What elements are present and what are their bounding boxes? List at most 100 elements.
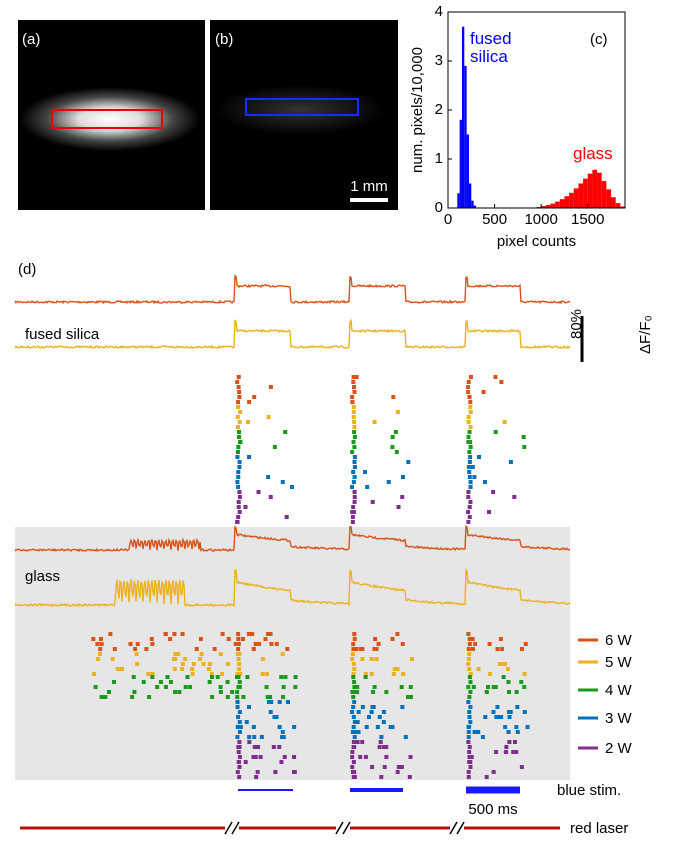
spike: [391, 672, 396, 676]
spike: [500, 647, 505, 651]
spike: [409, 657, 414, 661]
spike: [351, 470, 356, 474]
spike: [356, 710, 361, 714]
hist-bar: [545, 205, 551, 208]
spike: [386, 480, 391, 484]
spike: [396, 765, 401, 769]
spike: [372, 647, 377, 651]
spike: [352, 490, 357, 494]
spike: [468, 680, 473, 684]
spike: [486, 685, 491, 689]
spike: [472, 730, 477, 734]
spike: [470, 465, 475, 469]
spike: [401, 672, 406, 676]
hist-bar: [457, 193, 460, 208]
spike: [468, 705, 473, 709]
spike: [99, 637, 104, 641]
spike: [135, 662, 140, 666]
spike: [215, 675, 220, 679]
spike: [466, 510, 471, 514]
scale-unit: ΔF/F₀: [637, 315, 654, 354]
trace-label: glass: [25, 568, 60, 585]
spike: [272, 445, 277, 449]
spike: [226, 637, 231, 641]
spike: [264, 685, 269, 689]
x-axis-label: pixel counts: [497, 233, 576, 250]
spike: [370, 500, 375, 504]
spike: [251, 755, 256, 759]
spike: [514, 690, 519, 694]
spike: [253, 642, 258, 646]
spike: [473, 642, 478, 646]
spike: [246, 632, 251, 636]
spike: [373, 637, 378, 641]
spike: [149, 637, 154, 641]
spike: [351, 740, 356, 744]
trace: [14, 274, 571, 305]
spike: [403, 735, 408, 739]
spike: [144, 647, 149, 651]
spike: [252, 745, 257, 749]
spike: [269, 700, 274, 704]
spike: [201, 662, 206, 666]
panel-label: (b): [215, 31, 233, 48]
spike: [236, 430, 241, 434]
spike: [150, 672, 155, 676]
spike: [235, 380, 240, 384]
spike: [237, 710, 242, 714]
hist-bar: [606, 189, 612, 208]
spike: [467, 652, 472, 656]
hist-bar: [583, 178, 588, 208]
spike: [363, 675, 368, 679]
spike: [188, 685, 193, 689]
spike: [497, 662, 502, 666]
spike: [269, 642, 274, 646]
spike: [243, 760, 248, 764]
spike: [235, 520, 240, 524]
spike: [384, 745, 389, 749]
spike: [493, 375, 498, 379]
spike: [280, 652, 285, 656]
spike: [351, 415, 356, 419]
spike: [466, 662, 471, 666]
spike: [358, 647, 363, 651]
spike: [237, 460, 242, 464]
spike: [173, 690, 178, 694]
spike: [112, 680, 117, 684]
spike: [523, 642, 528, 646]
spike: [353, 730, 358, 734]
spike: [263, 637, 268, 641]
spike: [146, 672, 151, 676]
spike: [468, 445, 473, 449]
spike: [147, 695, 152, 699]
hist-bar: [550, 203, 556, 208]
spike: [198, 657, 203, 661]
spike: [243, 505, 248, 509]
spike: [469, 755, 474, 759]
spike: [352, 495, 357, 499]
spike: [468, 410, 473, 414]
spike: [351, 662, 356, 666]
spike: [466, 380, 471, 384]
spike: [466, 735, 471, 739]
spike: [230, 690, 235, 694]
glass-background: [15, 527, 570, 780]
spike: [351, 647, 356, 651]
spike: [351, 405, 356, 409]
spike: [487, 642, 492, 646]
spike: [235, 675, 240, 679]
spike: [277, 725, 282, 729]
spike: [235, 672, 240, 676]
spike: [236, 405, 241, 409]
spike: [468, 375, 473, 379]
spike: [352, 720, 357, 724]
spike: [350, 515, 355, 519]
spike: [135, 642, 140, 646]
spike: [407, 775, 412, 779]
spike: [352, 667, 357, 671]
spike: [191, 662, 196, 666]
spike: [522, 445, 527, 449]
spike: [207, 680, 212, 684]
spike: [95, 657, 100, 661]
spike: [112, 647, 117, 651]
